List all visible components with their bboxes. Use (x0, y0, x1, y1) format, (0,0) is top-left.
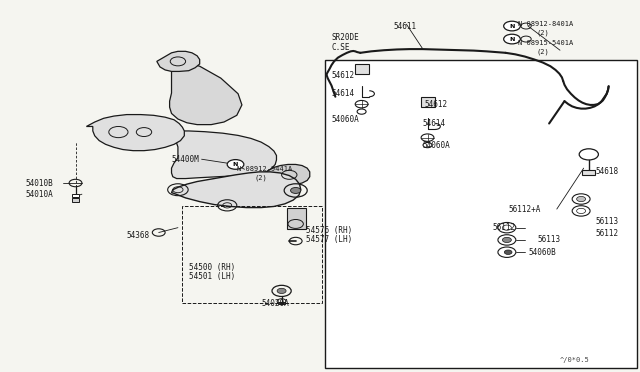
Bar (582, 170, 595, 175)
Bar (287, 208, 306, 229)
Polygon shape (170, 63, 242, 125)
Polygon shape (172, 172, 301, 208)
Circle shape (227, 160, 244, 169)
Text: 56113: 56113 (595, 217, 618, 226)
Bar (325, 60, 637, 368)
Polygon shape (172, 131, 276, 179)
Text: 54611: 54611 (394, 22, 417, 31)
Text: (2): (2) (536, 29, 549, 36)
Text: 54060A: 54060A (332, 115, 359, 124)
Circle shape (504, 34, 520, 44)
Text: 54614: 54614 (422, 119, 445, 128)
Polygon shape (86, 115, 184, 151)
Text: 54010A: 54010A (26, 190, 53, 199)
Text: ^/0*0.5: ^/0*0.5 (560, 357, 589, 363)
Text: 54060B: 54060B (528, 248, 556, 257)
Bar (72, 198, 79, 202)
Circle shape (277, 288, 286, 294)
Text: 54576 (RH): 54576 (RH) (306, 226, 352, 235)
Text: N: N (233, 162, 238, 167)
Text: N 08915-5401A: N 08915-5401A (518, 40, 573, 46)
Text: 54501 (LH): 54501 (LH) (189, 272, 235, 280)
Circle shape (577, 196, 586, 202)
Polygon shape (157, 51, 200, 71)
Text: 54612: 54612 (425, 100, 448, 109)
Text: N: N (509, 36, 515, 42)
Bar (72, 194, 79, 197)
Bar (355, 64, 369, 74)
Text: 54612: 54612 (332, 71, 355, 80)
Text: C.SE: C.SE (332, 43, 350, 52)
Circle shape (502, 237, 511, 243)
Text: 56112+A: 56112+A (509, 205, 541, 214)
Bar (421, 97, 435, 107)
Text: 56112: 56112 (595, 229, 618, 238)
Text: SR20DE: SR20DE (332, 33, 359, 42)
Text: 54020A: 54020A (261, 299, 289, 308)
Text: 54368: 54368 (127, 231, 150, 240)
Text: 54400M: 54400M (172, 155, 199, 164)
Text: N: N (509, 23, 515, 29)
Bar (278, 302, 285, 304)
Circle shape (504, 21, 520, 31)
Text: 54010B: 54010B (26, 179, 53, 187)
Text: 54500 (RH): 54500 (RH) (189, 263, 235, 272)
Text: 54577 (LH): 54577 (LH) (306, 235, 352, 244)
Polygon shape (266, 164, 310, 185)
Text: 54060A: 54060A (422, 141, 450, 150)
Bar (182, 206, 322, 303)
Text: 56113: 56113 (538, 235, 561, 244)
Circle shape (291, 187, 301, 193)
Text: 54614: 54614 (332, 89, 355, 98)
Text: N 08912-8401A: N 08912-8401A (518, 21, 573, 27)
Circle shape (504, 250, 512, 254)
Text: 54618: 54618 (595, 167, 618, 176)
Text: 56112: 56112 (493, 223, 516, 232)
Text: N 08912-9441A: N 08912-9441A (237, 166, 292, 172)
Text: (2): (2) (255, 174, 268, 181)
Text: (2): (2) (536, 48, 549, 55)
